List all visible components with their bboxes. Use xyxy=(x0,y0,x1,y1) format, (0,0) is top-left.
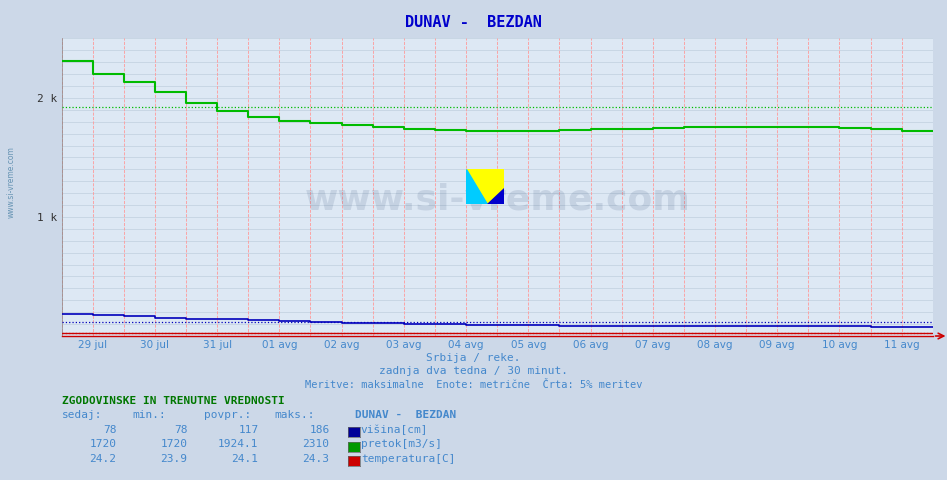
Text: pretok[m3/s]: pretok[m3/s] xyxy=(361,439,442,449)
Polygon shape xyxy=(487,189,504,204)
Text: 1720: 1720 xyxy=(160,439,188,449)
Text: zadnja dva tedna / 30 minut.: zadnja dva tedna / 30 minut. xyxy=(379,366,568,376)
Text: ZGODOVINSKE IN TRENUTNE VREDNOSTI: ZGODOVINSKE IN TRENUTNE VREDNOSTI xyxy=(62,396,284,406)
Text: min.:: min.: xyxy=(133,410,167,420)
Text: 1720: 1720 xyxy=(89,439,116,449)
Text: DUNAV -  BEZDAN: DUNAV - BEZDAN xyxy=(355,410,456,420)
Text: www.si-vreme.com: www.si-vreme.com xyxy=(7,146,16,218)
Text: Srbija / reke.: Srbija / reke. xyxy=(426,353,521,363)
Text: 2310: 2310 xyxy=(302,439,330,449)
Text: 78: 78 xyxy=(103,425,116,435)
Text: www.si-vreme.com: www.si-vreme.com xyxy=(304,182,690,216)
Text: DUNAV -  BEZDAN: DUNAV - BEZDAN xyxy=(405,15,542,30)
Text: 24.1: 24.1 xyxy=(231,454,259,464)
Text: 117: 117 xyxy=(239,425,259,435)
Text: temperatura[C]: temperatura[C] xyxy=(361,454,456,464)
Text: 1924.1: 1924.1 xyxy=(218,439,259,449)
Text: sedaj:: sedaj: xyxy=(62,410,102,420)
Text: povpr.:: povpr.: xyxy=(204,410,251,420)
Text: 23.9: 23.9 xyxy=(160,454,188,464)
Text: 78: 78 xyxy=(174,425,188,435)
Text: Meritve: maksimalne  Enote: metrične  Črta: 5% meritev: Meritve: maksimalne Enote: metrične Črta… xyxy=(305,380,642,390)
Text: 24.2: 24.2 xyxy=(89,454,116,464)
Text: maks.:: maks.: xyxy=(275,410,315,420)
Text: 24.3: 24.3 xyxy=(302,454,330,464)
Text: 186: 186 xyxy=(310,425,330,435)
Text: višina[cm]: višina[cm] xyxy=(361,425,428,435)
Polygon shape xyxy=(466,169,487,204)
